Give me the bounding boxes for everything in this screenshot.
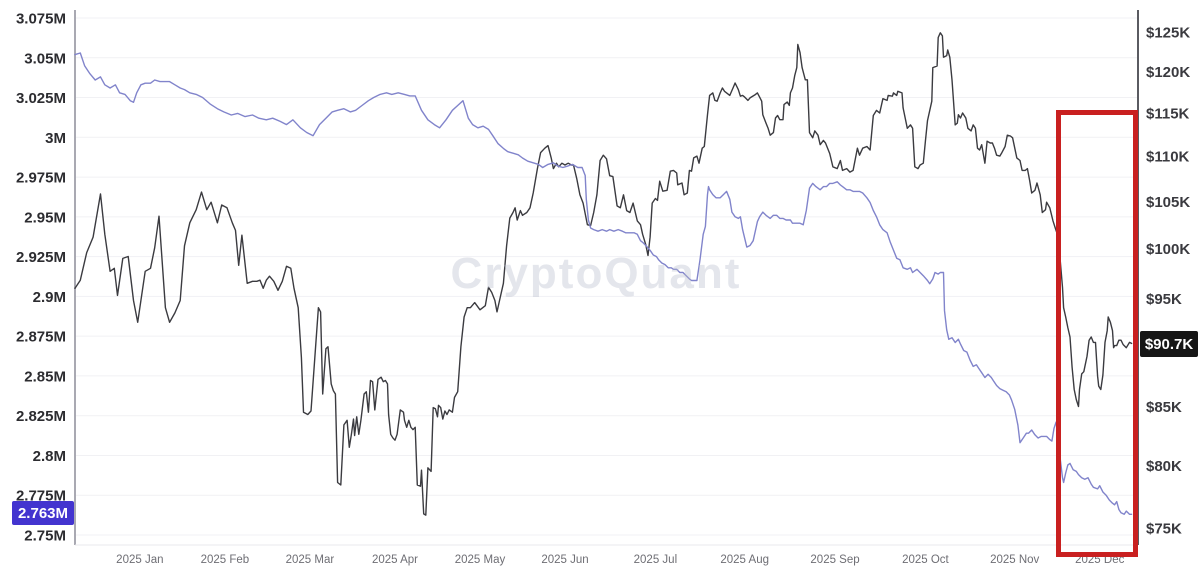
right-axis-tick-label: $100K	[1146, 241, 1190, 258]
left-axis-tick-label: 2.85M	[24, 368, 66, 385]
x-axis-tick-label: 2025 Feb	[201, 554, 250, 566]
left-axis-tick-label: 2.9M	[33, 289, 66, 306]
right-axis-tick-label: $120K	[1146, 64, 1190, 81]
left-axis-tick-label: 3M	[45, 130, 66, 147]
right-axis-tick-label: $80K	[1146, 458, 1182, 475]
left-axis-value-badge: 2.763M	[12, 501, 74, 525]
x-axis-tick-label: 2025 Jul	[634, 554, 677, 566]
left-axis-tick-label: 3.025M	[16, 90, 66, 107]
right-axis-tick-label: $95K	[1146, 291, 1182, 308]
x-axis-tick-label: 2025 Jan	[116, 554, 163, 566]
x-axis-tick-label: 2025 Nov	[990, 554, 1039, 566]
right-axis-tick-label: $85K	[1146, 399, 1182, 416]
left-axis-tick-label: 2.975M	[16, 170, 66, 187]
left-axis-tick-label: 2.875M	[16, 329, 66, 346]
left-axis-tick-label: 2.75M	[24, 528, 66, 545]
x-axis-tick-label: 2025 Aug	[720, 554, 769, 566]
left-axis-tick-label: 2.95M	[24, 209, 66, 226]
left-axis-tick-label: 3.05M	[24, 50, 66, 67]
x-axis-tick-label: 2025 Mar	[286, 554, 335, 566]
right-axis-tick-label: $115K	[1146, 105, 1190, 122]
left-axis-tick-label: 2.825M	[16, 408, 66, 425]
left-axis-tick-label: 2.925M	[16, 249, 66, 266]
x-axis-tick-label: 2025 Dec	[1075, 554, 1124, 566]
x-axis-tick-label: 2025 May	[455, 554, 506, 566]
left-axis-tick-label: 3.075M	[16, 11, 66, 28]
x-axis-tick-label: 2025 Jun	[541, 554, 588, 566]
right-axis-tick-label: $75K	[1146, 521, 1182, 538]
right-axis-value-badge: $90.7K	[1140, 331, 1198, 357]
black-line	[74, 32, 1133, 516]
highlight-box	[1056, 110, 1138, 557]
right-axis-tick-label: $125K	[1146, 25, 1190, 42]
purple-line	[74, 52, 1133, 515]
left-axis-tick-label: 2.775M	[16, 488, 66, 505]
x-axis-tick-label: 2025 Apr	[372, 554, 418, 566]
x-axis-tick-label: 2025 Sep	[810, 554, 859, 566]
right-axis-tick-label: $105K	[1146, 194, 1190, 211]
left-axis-tick-label: 2.8M	[33, 448, 66, 465]
right-axis-tick-label: $110K	[1146, 149, 1190, 166]
x-axis-tick-label: 2025 Oct	[902, 554, 949, 566]
watermark: CryptoQuant	[450, 249, 742, 298]
